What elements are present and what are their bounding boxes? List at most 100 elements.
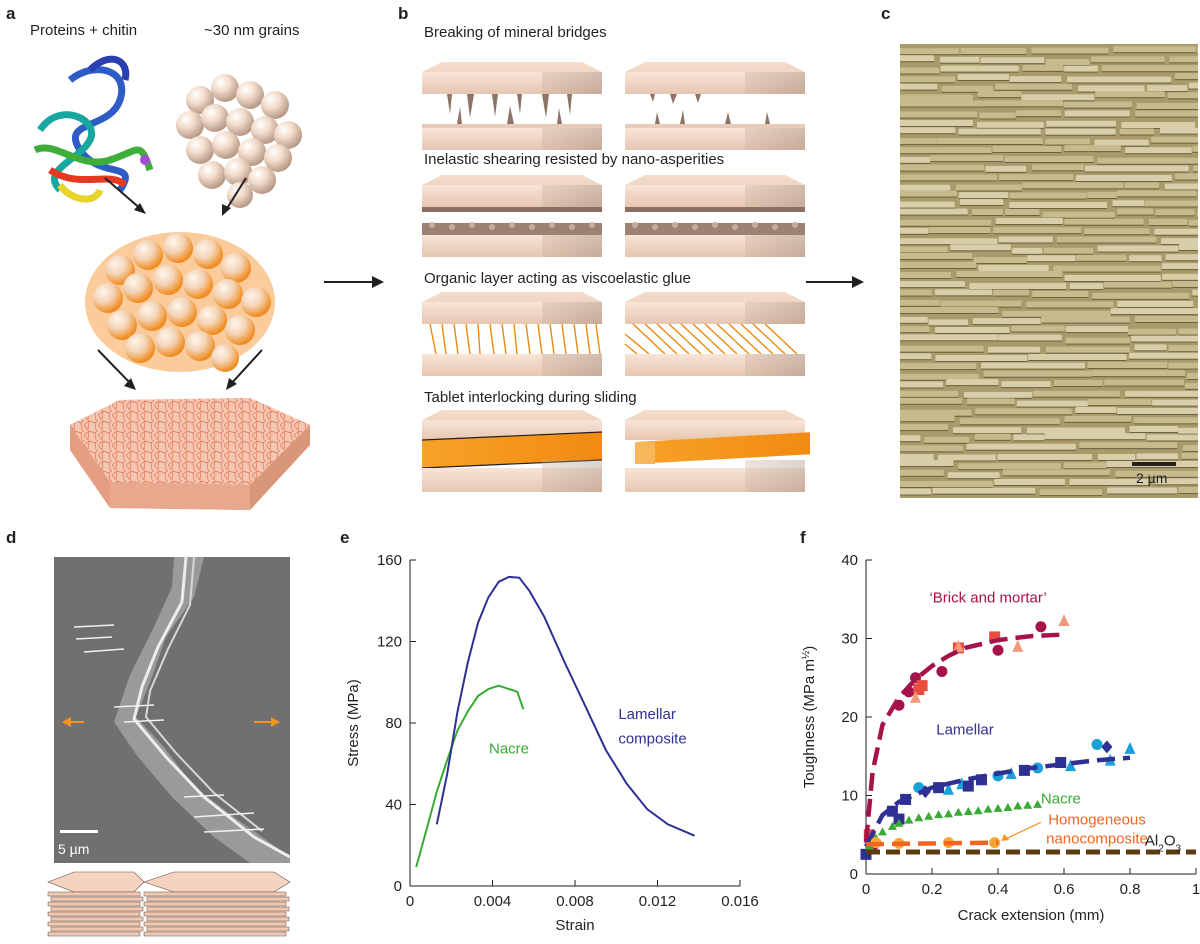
lamella-platelet <box>1125 390 1198 397</box>
lamella-platelet <box>900 271 952 278</box>
al2o3-part: Al <box>1145 833 1158 850</box>
data-point-triangle <box>887 821 897 830</box>
lamella-platelet <box>963 391 1033 398</box>
lamella-platelet <box>1032 291 1089 298</box>
lamella-platelet <box>1192 165 1198 172</box>
right-tension-arrow-icon <box>254 717 280 727</box>
scale-bar-d-label: 5 µm <box>58 841 90 857</box>
lamella-platelet <box>1032 390 1120 397</box>
lamella-platelet <box>997 453 1093 460</box>
lamella-platelet <box>975 408 1072 415</box>
lamella-platelet <box>941 85 993 92</box>
lamella-platelet <box>1169 56 1198 63</box>
lamella-platelet <box>977 121 1044 128</box>
lamella-platelet <box>900 156 931 163</box>
left-tension-arrow-icon <box>62 717 84 727</box>
lamella-platelet <box>983 100 1064 107</box>
y-axis-title: Stress (MPa) <box>345 679 362 767</box>
lamella-platelet <box>935 354 1028 361</box>
lamella-platelet <box>1064 274 1161 281</box>
hexagonal-tablet-icon <box>70 398 310 510</box>
lamella-platelet <box>1087 399 1152 406</box>
lamella-platelet <box>1112 200 1145 207</box>
lamella-platelet <box>957 73 1009 80</box>
lamella-platelet <box>953 427 1022 434</box>
lamella-platelet <box>1197 211 1198 218</box>
lamella-platelet <box>974 433 1011 440</box>
stack-layer <box>47 891 141 897</box>
lamella-platelet <box>1101 65 1198 72</box>
lamella-platelet <box>900 469 944 476</box>
data-point-diamond <box>1101 740 1113 754</box>
lamella-platelet <box>900 281 965 288</box>
lamella-platelet <box>1016 110 1062 117</box>
lamella-platelet <box>1053 379 1103 386</box>
data-point-square <box>989 631 1001 643</box>
data-point-triangle <box>934 810 944 819</box>
lamella-platelet <box>1136 102 1198 109</box>
lamella-platelet <box>1131 335 1198 342</box>
lamella-platelet <box>900 83 938 90</box>
x-tick-label: 1 <box>1192 881 1200 898</box>
lamella-platelet <box>994 479 1066 486</box>
lamella-platelet <box>972 318 1041 325</box>
lamella-platelet <box>1079 442 1178 449</box>
stack-layer <box>47 921 141 927</box>
lamella-platelet <box>1026 301 1114 308</box>
arrow-grains-to-grain <box>225 177 247 211</box>
lamella-platelet <box>1182 445 1198 452</box>
lamella-platelet <box>1011 325 1065 332</box>
x-tick-label: 0 <box>406 893 414 910</box>
lamella-platelet <box>1117 208 1154 215</box>
data-point-triangle <box>983 804 993 813</box>
lamella-platelet <box>1064 110 1130 117</box>
stack-layer <box>47 901 141 907</box>
lamella-platelet <box>1063 462 1107 469</box>
lamella-platelet <box>900 424 948 431</box>
lamella-platelet <box>900 55 935 62</box>
data-point-triangle <box>1012 639 1024 652</box>
y-tick-label: 10 <box>841 788 858 805</box>
lamella-platelet <box>1113 46 1196 53</box>
data-point-triangle <box>963 806 973 815</box>
lamella-platelet <box>900 307 999 314</box>
panel-label-b: b <box>398 4 409 23</box>
mechanism-title-4: Tablet interlocking during sliding <box>424 389 637 406</box>
arrow-protein-to-grain <box>104 177 143 211</box>
lamella-platelet <box>1027 255 1076 262</box>
stack-layer <box>50 906 144 912</box>
lamella-platelet <box>1031 47 1109 54</box>
lamella-platelet <box>1117 190 1197 197</box>
stack-layer <box>146 926 290 932</box>
label-nanocomposite: nanocomposite <box>1046 830 1148 847</box>
viscoelastic-glue-pair <box>422 292 805 376</box>
lamella-platelet <box>1053 265 1161 272</box>
grain-cluster-icon <box>176 74 302 208</box>
lamella-platelet <box>1192 145 1198 152</box>
nano-asperities-pair <box>422 175 805 257</box>
lamella-platelet <box>900 334 998 341</box>
stack-layer <box>50 916 144 922</box>
lamella-platelet <box>900 488 931 495</box>
x-tick-label: 0.012 <box>639 893 677 910</box>
lamella-platelet <box>900 164 985 171</box>
lamella-platelet <box>973 256 1028 263</box>
lamella-platelet <box>1152 399 1198 406</box>
y-tick-label: 160 <box>377 552 402 569</box>
lamella-platelet <box>1186 373 1198 380</box>
label-al2o3: Al2O3 <box>1145 833 1182 855</box>
lamella-platelet <box>928 319 969 326</box>
lamella-platelet <box>1042 211 1115 218</box>
lamella-platelet <box>1175 73 1198 80</box>
scale-bar-d <box>60 830 98 833</box>
lamella-platelet <box>998 174 1074 181</box>
lamella-platelet <box>1151 136 1198 143</box>
fit-line-brick-and-mortar <box>863 632 1065 843</box>
proteins-chitin-label: Proteins + chitin <box>30 22 138 39</box>
crack-path <box>54 557 290 863</box>
scale-bar-c <box>1132 462 1176 466</box>
lamella-platelet <box>946 379 999 386</box>
lamella-platelet <box>936 138 1043 145</box>
y-tick-label: 120 <box>377 634 402 651</box>
lamella-platelet <box>1110 308 1198 315</box>
